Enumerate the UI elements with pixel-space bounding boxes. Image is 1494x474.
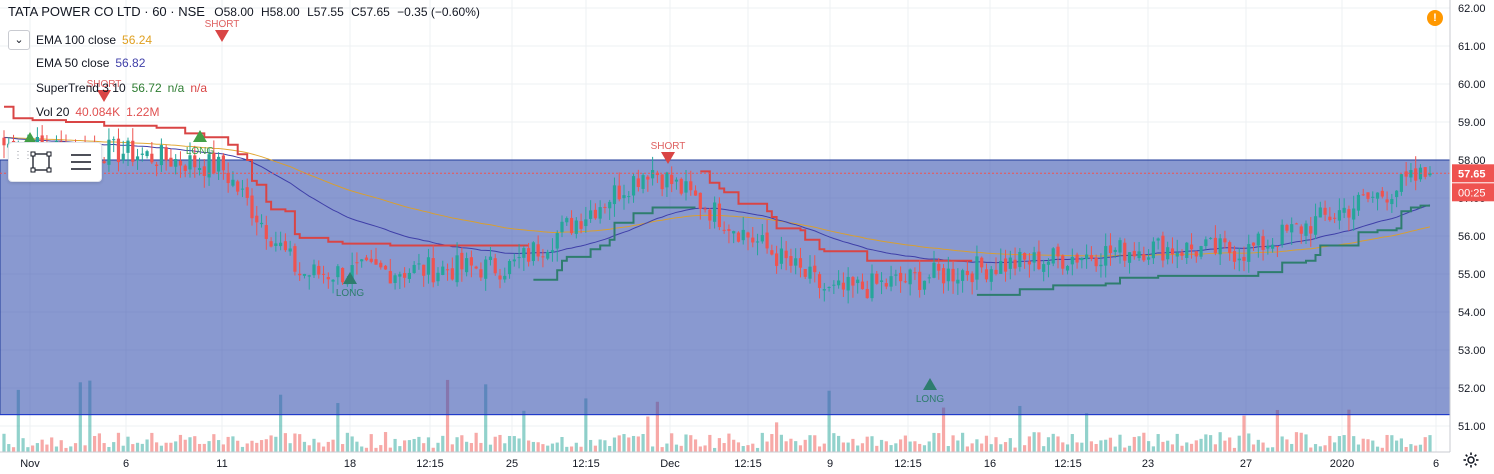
supertrend-line: [4, 105, 1430, 296]
signal-short: SHORT: [205, 19, 240, 42]
ohlc-high: H58.00: [261, 5, 300, 19]
indicator-value: 56.24: [122, 33, 153, 47]
time-tick-label: 12:15: [572, 458, 600, 470]
signal-long: LONG: [916, 378, 945, 405]
time-tick-label: 27: [1240, 458, 1252, 470]
drawing-toolbar[interactable]: ⋮⋮: [8, 142, 102, 182]
ohlc-close: C57.65: [351, 5, 390, 19]
ema50-line: [3, 137, 1431, 264]
svg-text:LONG: LONG: [186, 146, 215, 157]
price-tick-label: 51.00: [1458, 421, 1486, 433]
time-tick-label: 18: [344, 458, 356, 470]
indicator-name: Vol 20: [36, 105, 70, 119]
price-tick-label: 58.00: [1458, 155, 1486, 167]
ohlc-open: O58.00: [214, 5, 254, 19]
gear-icon[interactable]: [1462, 451, 1480, 469]
ohlc-change: −0.35 (−0.60%): [397, 5, 480, 19]
price-tick-label: 55.00: [1458, 269, 1486, 281]
svg-text:SHORT: SHORT: [87, 79, 122, 90]
indicator-value-2: 1.22M: [126, 105, 160, 119]
countdown-label: 00:25: [1458, 187, 1486, 199]
time-tick-label: 6: [1433, 458, 1439, 470]
indicator-value-2: n/a: [167, 81, 185, 95]
price-tick-label: 60.00: [1458, 79, 1486, 91]
time-tick-label: 11: [216, 458, 227, 470]
time-tick-label: 25: [506, 458, 518, 470]
indicator-value: 56.82: [115, 56, 146, 70]
legend-collapse-button[interactable]: ⌄: [8, 30, 30, 50]
signal-short: SHORT: [87, 79, 122, 102]
time-tick-label: Nov: [20, 458, 40, 470]
price-zone-rectangle[interactable]: [0, 159, 1451, 416]
price-tick-label: 62.00: [1458, 3, 1486, 15]
indicator-value-3: n/a: [190, 81, 208, 95]
countdown-badge: [1452, 183, 1494, 202]
time-tick-label: 12:15: [1054, 458, 1082, 470]
drag-handle-icon[interactable]: ⋮⋮: [13, 150, 33, 161]
line-style-icon[interactable]: [67, 149, 95, 175]
time-tick-label: 12:15: [734, 458, 762, 470]
price-tick-label: 52.00: [1458, 383, 1486, 395]
signal-short: SHORT: [651, 141, 686, 164]
last-price-badge: [1452, 164, 1494, 183]
time-tick-label: 12:15: [416, 458, 444, 470]
price-tick-label: 61.00: [1458, 41, 1486, 53]
time-tick-label: 2020: [1330, 458, 1354, 470]
signal-long: LONG: [186, 130, 215, 157]
indicator-value: 40.084K: [75, 105, 121, 119]
price-tick-label: 53.00: [1458, 345, 1486, 357]
indicator-name: EMA 100 close: [36, 33, 117, 47]
alert-warning-icon[interactable]: !: [1427, 10, 1443, 26]
time-tick-label: 9: [827, 458, 833, 470]
indicator-name: SuperTrend 3 10: [36, 81, 126, 95]
price-tick-label: 56.00: [1458, 231, 1486, 243]
time-tick-label: 23: [1142, 458, 1154, 470]
indicator-ema50[interactable]: EMA 50 close 56.82: [36, 53, 145, 73]
volume-bars: [2, 379, 1432, 452]
time-tick-label: 16: [984, 458, 996, 470]
price-tick-label: 54.00: [1458, 307, 1486, 319]
signal-long: LONG: [336, 272, 365, 299]
chevron-down-icon: ⌄: [14, 34, 24, 46]
svg-text:LONG: LONG: [916, 394, 945, 405]
indicator-ema100[interactable]: EMA 100 close 56.24: [36, 30, 152, 50]
price-tick-label: 59.00: [1458, 117, 1486, 129]
ohlc-low: L57.55: [307, 5, 344, 19]
svg-text:SHORT: SHORT: [651, 141, 686, 152]
time-tick-label: 6: [123, 458, 129, 470]
indicator-volume[interactable]: Vol 20 40.084K 1.22M: [36, 102, 159, 122]
svg-text:LONG: LONG: [336, 288, 365, 299]
last-price-label: 57.65: [1458, 168, 1486, 180]
indicator-supertrend[interactable]: SuperTrend 3 10 56.72 n/a n/a: [36, 78, 207, 98]
indicator-value: 56.72: [131, 81, 162, 95]
symbol-title: TATA POWER CO LTD · 60 · NSE: [8, 4, 205, 19]
rectangle-tool-icon[interactable]: [27, 149, 55, 175]
ema100-line: [3, 136, 1431, 257]
chart-header: TATA POWER CO LTD · 60 · NSE O58.00 H58.…: [8, 4, 480, 19]
time-tick-label: 12:15: [894, 458, 922, 470]
svg-text:SHORT: SHORT: [205, 19, 240, 30]
indicator-name: EMA 50 close: [36, 56, 110, 70]
time-tick-label: Dec: [660, 458, 680, 470]
